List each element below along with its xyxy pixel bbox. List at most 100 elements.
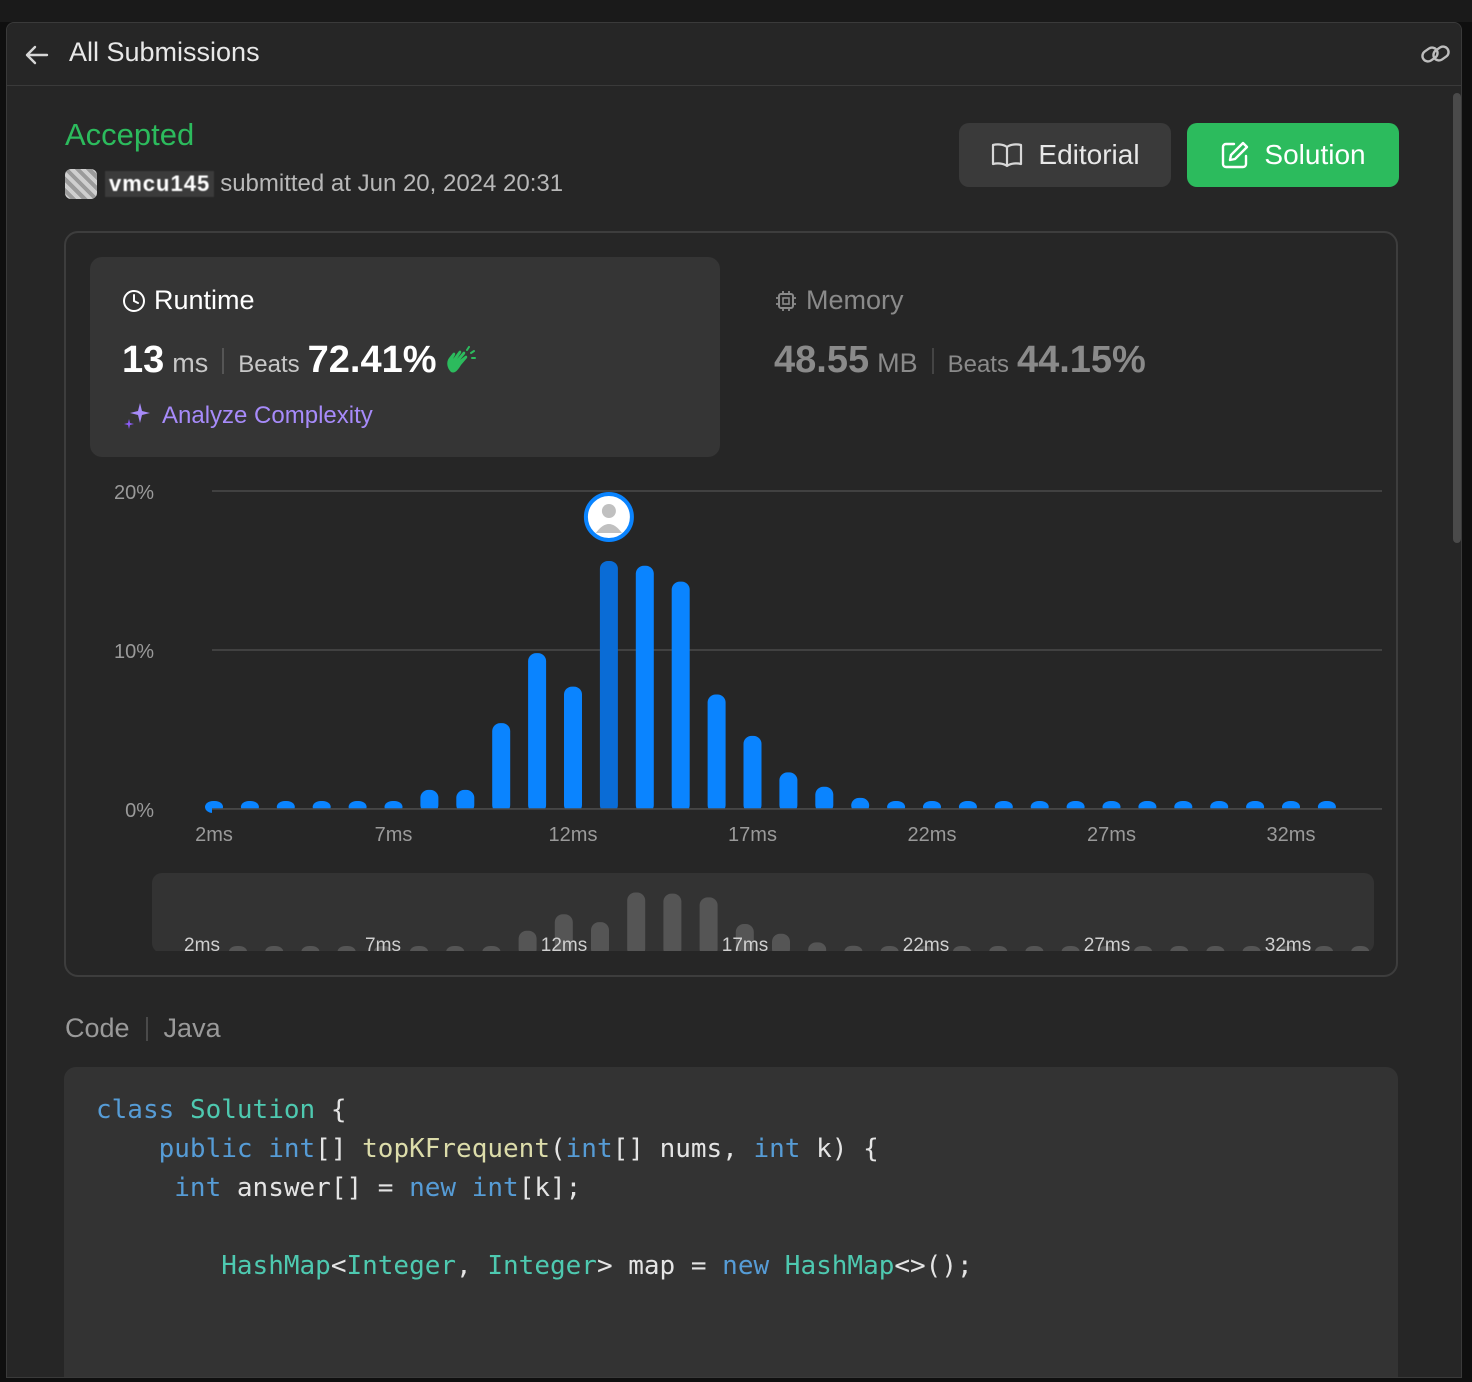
editorial-button[interactable]: Editorial: [959, 123, 1171, 187]
code-content[interactable]: class Solution { public int[] topKFreque…: [96, 1091, 973, 1286]
x-tick-label: 32ms: [1267, 824, 1316, 846]
code-token: Integer: [487, 1251, 597, 1281]
code-token: answer[] =: [221, 1173, 410, 1203]
chart-bar: [743, 735, 762, 813]
runtime-unit: ms: [172, 348, 209, 378]
stats-card: Runtime 13 ms Beats 72.41% Analyze Compl…: [64, 231, 1398, 977]
solution-label: Solution: [1264, 139, 1366, 170]
overview-bar: [518, 930, 537, 957]
runtime-label: Runtime: [154, 285, 255, 315]
runtime-panel[interactable]: Runtime 13 ms Beats 72.41% Analyze Compl…: [90, 257, 720, 457]
window-top-strip: [0, 0, 1472, 22]
chart-bar: [420, 789, 439, 813]
code-line: public int[] topKFrequent(int[] nums, in…: [96, 1130, 973, 1169]
chart-bar: [456, 789, 475, 813]
code-token: public: [158, 1134, 253, 1164]
divider: [145, 1016, 148, 1041]
all-submissions-title[interactable]: All Submissions: [69, 37, 260, 67]
overview-tick-label: 7ms: [365, 935, 401, 956]
code-token: int: [753, 1134, 801, 1164]
code-token: int: [471, 1173, 519, 1203]
overview-bar: [627, 892, 646, 957]
arrow-left-icon: [25, 45, 49, 65]
submitter-info: vmcu145 submitted at Jun 20, 2024 20:31: [65, 169, 563, 199]
memory-tab[interactable]: Memory: [774, 285, 904, 316]
solution-button[interactable]: Solution: [1187, 123, 1399, 187]
submitted-time: submitted at Jun 20, 2024 20:31: [220, 170, 564, 197]
book-open-icon: [992, 143, 1023, 168]
code-line: [96, 1208, 973, 1247]
avatar[interactable]: [65, 169, 97, 199]
chart-bar-selected: [599, 560, 618, 813]
code-token: Solution: [189, 1095, 316, 1125]
clock-icon: [123, 289, 145, 312]
chart-bar: [635, 565, 654, 813]
memory-values: 48.55 MB Beats 44.15%: [774, 339, 1146, 382]
edit-icon: [1222, 141, 1249, 169]
chart-bar: [492, 723, 511, 813]
code-token: [k];: [518, 1173, 582, 1203]
back-button[interactable]: [23, 41, 51, 69]
code-token: new: [722, 1251, 770, 1281]
chart-baseline-mask: [212, 809, 1382, 815]
code-token: new: [409, 1173, 457, 1203]
overview-tick-label: 2ms: [184, 935, 220, 956]
submission-panel: All Submissions Accepted vmcu145 submitt…: [6, 22, 1462, 1378]
overview-bar: [735, 924, 754, 957]
memory-unit: MB: [877, 348, 918, 378]
overview-tick-label: 27ms: [1084, 935, 1130, 956]
code-token: [456, 1173, 472, 1203]
code-token: [] nums,: [612, 1134, 754, 1164]
overview-tick-label: 12ms: [541, 935, 587, 956]
chart-bar: [564, 686, 582, 813]
code-token: > map =: [596, 1251, 723, 1281]
divider: [931, 347, 934, 374]
overview-bar: [554, 914, 573, 957]
code-token: int: [268, 1134, 316, 1164]
y-tick-label: 10%: [114, 641, 154, 663]
x-tick-label: 2ms: [195, 824, 233, 846]
user-marker-body: [595, 524, 622, 533]
runtime-value: 13: [122, 339, 165, 381]
chart-bar: [671, 581, 690, 813]
code-token: <>();: [894, 1251, 973, 1281]
username[interactable]: vmcu145: [105, 171, 215, 197]
copy-link-button[interactable]: [1419, 39, 1453, 69]
x-tick-label: 7ms: [375, 824, 413, 846]
overview-tick-label: 32ms: [1265, 935, 1311, 956]
memory-value: 48.55: [774, 339, 870, 381]
code-token: Integer: [346, 1251, 457, 1281]
code-token: HashMap: [784, 1251, 895, 1281]
memory-beats-value: 44.15%: [1016, 339, 1146, 381]
y-tick-label: 20%: [114, 482, 154, 504]
code-token: {: [315, 1095, 347, 1125]
code-token: [253, 1134, 269, 1164]
scrollbar-thumb[interactable]: [1453, 93, 1461, 543]
editorial-label: Editorial: [1038, 139, 1140, 170]
code-block[interactable]: class Solution { public int[] topKFreque…: [64, 1067, 1398, 1377]
clapping-hands-icon: [446, 345, 476, 373]
code-token: (: [549, 1134, 566, 1164]
chart-overview: [152, 873, 1374, 953]
code-token: [96, 1173, 174, 1203]
code-token: int: [174, 1173, 222, 1203]
panel-header: All Submissions: [7, 23, 1461, 86]
analyze-complexity-link[interactable]: Analyze Complexity: [122, 401, 373, 431]
cpu-chip-icon: [776, 290, 796, 311]
overview-bar: [591, 922, 609, 957]
code-token: topKFrequent: [362, 1134, 550, 1164]
divider: [222, 347, 225, 374]
runtime-beats-value: 72.41%: [307, 339, 437, 381]
x-tick-label: 17ms: [728, 824, 777, 846]
runtime-distribution-chart: 0% 10% 20% 2ms 7ms 12ms 17ms 22ms 27ms 32ms 2ms 7ms…: [114, 482, 1382, 957]
code-token: <: [330, 1251, 347, 1281]
code-token: [96, 1251, 221, 1281]
user-marker-head: [601, 504, 616, 518]
x-tick-label: 22ms: [908, 824, 957, 846]
x-tick-label: 27ms: [1087, 824, 1136, 846]
chart-bar: [779, 772, 798, 813]
runtime-beats-label: Beats: [238, 351, 300, 378]
overview-bar: [663, 893, 682, 957]
code-token: class: [96, 1095, 175, 1125]
memory-beats-label: Beats: [947, 351, 1009, 378]
